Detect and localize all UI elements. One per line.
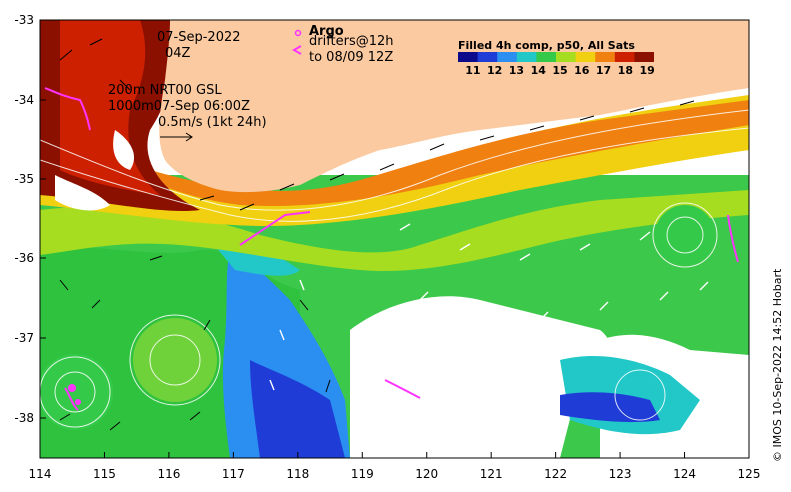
y-tick-label: -34 xyxy=(14,93,34,107)
legend-tick-label: 13 xyxy=(508,64,525,77)
colorbar-swatch xyxy=(536,52,557,62)
current-arrows-white xyxy=(269,223,709,391)
scale-arrow xyxy=(160,132,193,142)
legend-tick-label: 14 xyxy=(530,64,546,77)
date-label: 07-Sep-2022 04Z xyxy=(157,30,241,61)
y-tick-label: -38 xyxy=(14,411,34,425)
colorbar-swatch xyxy=(458,52,479,62)
argo-label: Argo xyxy=(309,24,344,39)
legend-tick-label: 15 xyxy=(552,64,568,77)
x-tick-label: 116 xyxy=(157,467,180,481)
drifters-label: drifters@12h to 08/09 12Z xyxy=(309,34,394,65)
scale-label: 0.5m/s (1kt 24h) xyxy=(158,115,267,130)
legend-ticks: 11 12 13 14 15 16 17 18 19 xyxy=(458,64,655,78)
map-frame xyxy=(39,19,750,459)
legend-tick-label: 16 xyxy=(574,64,590,77)
x-tick-label: 114 xyxy=(29,467,52,481)
copyright-text: © IMOS 10-Sep-2022 14:52 Hobart xyxy=(771,268,784,462)
colorbar-swatch xyxy=(497,52,518,62)
colorbar-swatch xyxy=(556,52,577,62)
colorbar-swatch xyxy=(477,52,498,62)
y-tick-label: -36 xyxy=(14,251,34,265)
current-arrows xyxy=(59,38,695,431)
x-tick-label: 123 xyxy=(609,467,632,481)
x-tick-label: 120 xyxy=(415,467,438,481)
legend-tick-label: 17 xyxy=(595,64,612,77)
colorbar-swatch xyxy=(614,52,635,62)
legend-tick-label: 11 xyxy=(465,64,481,77)
sst-field xyxy=(40,20,749,458)
x-axis: 114 115 116 117 118 119 120 121 122 123 124 125 xyxy=(29,452,761,481)
x-tick-label: 122 xyxy=(544,467,567,481)
x-tick-label: 121 xyxy=(480,467,503,481)
y-tick-label: -35 xyxy=(14,172,34,186)
colorbar-swatch xyxy=(516,52,537,62)
x-tick-label: 117 xyxy=(222,467,245,481)
drifter-marker xyxy=(291,45,302,55)
colorbar-swatch xyxy=(634,52,654,62)
drifter-tracks xyxy=(44,87,739,411)
colorbar-swatch xyxy=(575,52,596,62)
x-tick-label: 118 xyxy=(286,467,309,481)
legend-tick-label: 12 xyxy=(487,64,503,77)
argo-float-marker xyxy=(294,29,302,37)
legend-tick-label: 18 xyxy=(617,64,633,77)
colorbar-swatch xyxy=(595,52,616,62)
y-tick-label: -33 xyxy=(14,13,34,27)
legend-tick-label: 19 xyxy=(639,64,655,77)
legend-title: Filled 4h comp, p50, All Sats xyxy=(458,39,635,52)
y-tick-label: -37 xyxy=(14,331,34,345)
contour-label: 200m NRT00 GSL 1000m07-Sep 06:00Z xyxy=(108,83,250,114)
x-tick-label: 125 xyxy=(738,467,761,481)
isobath-contours xyxy=(40,109,749,428)
x-tick-label: 119 xyxy=(351,467,374,481)
argo-floats xyxy=(68,384,81,405)
land-mass xyxy=(159,20,749,193)
x-tick-label: 124 xyxy=(673,467,696,481)
x-tick-label: 115 xyxy=(93,467,116,481)
legend-colorbar xyxy=(458,52,654,62)
y-axis: -33 -34 -35 -36 -37 -38 xyxy=(14,13,46,425)
